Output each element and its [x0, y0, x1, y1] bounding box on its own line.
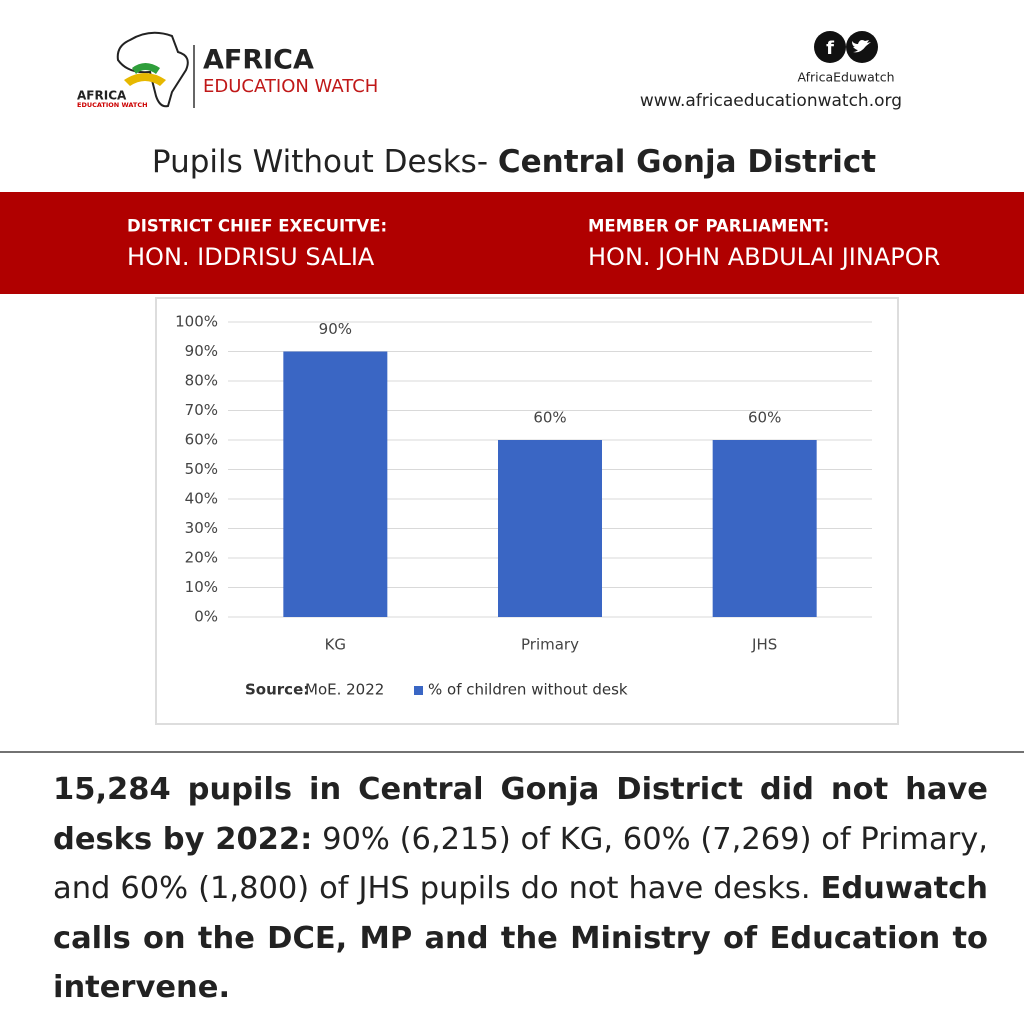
- officials-band: [0, 192, 1024, 294]
- africa-logo: [116, 31, 189, 108]
- facebook-f: f: [826, 38, 834, 59]
- source-label: Source:: [245, 681, 309, 699]
- x-tick-label: Primary: [521, 636, 579, 654]
- facebook-icon[interactable]: [814, 31, 846, 63]
- official-name: HON. IDDRISU SALIA: [127, 243, 375, 271]
- summary-text: Eduwatch calls on the DCE, MP and the Mi…: [53, 871, 988, 1005]
- source: MoE. 2022: [305, 681, 384, 699]
- y-tick-label: 40%: [185, 490, 218, 508]
- url[interactable]: www.africaeducationwatch.org: [640, 91, 902, 111]
- title-bold: Central Gonja District: [498, 144, 876, 180]
- official-name: HON. JOHN ABDULAI JINAPOR: [588, 243, 940, 271]
- bar: [712, 440, 817, 617]
- summary-text: 15,284 pupils in Central Gonja District …: [53, 772, 988, 857]
- y-tick-label: 50%: [185, 460, 218, 478]
- value-label: 60%: [748, 409, 781, 427]
- y-tick-label: 20%: [185, 549, 218, 567]
- summary-text: 90% (6,215) of KG, 60% (7,269) of Primar…: [53, 821, 988, 907]
- y-tick-label: 30%: [185, 519, 218, 537]
- handle: AfricaEduwatch: [798, 70, 895, 85]
- y-tick-label: 10%: [185, 578, 218, 596]
- title-plain: Pupils Without Desks-: [152, 144, 498, 180]
- bar: [283, 351, 388, 617]
- x-tick-label: JHS: [751, 636, 777, 654]
- role: MEMBER OF PARLIAMENT:: [588, 217, 829, 236]
- logo-text: EDUCATION WATCH: [77, 101, 148, 109]
- legend-swatch: [414, 686, 423, 695]
- title: Pupils Without Desks- Central Gonja Dist…: [152, 144, 876, 180]
- legend-label: % of children without desk: [428, 681, 628, 699]
- value-label: 90%: [319, 320, 352, 338]
- y-tick-label: 0%: [194, 608, 218, 626]
- twitter-bird: [852, 40, 871, 53]
- role: DISTRICT CHIEF EXECUITVE:: [127, 217, 387, 236]
- book-icon: [124, 73, 166, 86]
- summary: 15,284 pupils in Central Gonja District …: [53, 765, 988, 1013]
- y-tick-label: 80%: [185, 372, 218, 390]
- book-icon: [132, 63, 160, 74]
- y-tick-label: 60%: [185, 431, 218, 449]
- value-label: 60%: [533, 409, 566, 427]
- y-tick-label: 70%: [185, 401, 218, 419]
- brand: AFRICA: [203, 45, 314, 76]
- y-tick-label: 100%: [175, 313, 218, 331]
- brand-sub: EDUCATION WATCH: [203, 76, 378, 97]
- x-tick-label: KG: [325, 636, 346, 654]
- y-tick-label: 90%: [185, 342, 218, 360]
- logo-text: AFRICA: [77, 89, 127, 103]
- bar: [498, 440, 602, 617]
